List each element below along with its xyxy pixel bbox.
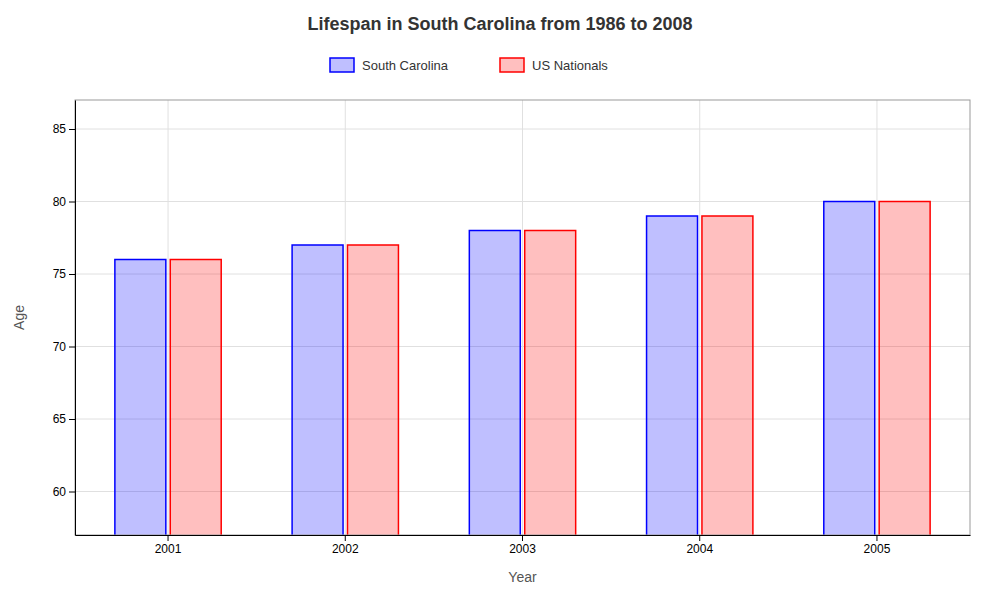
tick-mark bbox=[168, 535, 169, 541]
x-axis-title: Year bbox=[508, 569, 537, 585]
tick-mark bbox=[522, 535, 523, 541]
legend-swatch bbox=[330, 58, 354, 72]
tick: 2002 bbox=[332, 535, 359, 556]
grid-line bbox=[168, 100, 169, 535]
legend-item: South Carolina bbox=[330, 58, 449, 73]
grid-line bbox=[522, 100, 523, 535]
tick-mark bbox=[69, 347, 75, 348]
tick-label: 60 bbox=[53, 485, 67, 499]
tick-mark bbox=[69, 492, 75, 493]
bar bbox=[469, 231, 520, 536]
legend-label: US Nationals bbox=[532, 58, 608, 73]
legend: South Carolina US Nationals bbox=[330, 58, 608, 73]
tick-mark bbox=[876, 535, 877, 541]
tick-label: 2002 bbox=[332, 542, 359, 556]
bar bbox=[347, 245, 398, 535]
tick: 85 bbox=[53, 122, 75, 136]
plot: 2001 2002 2003 2004 2005 60 65 70 75 80 85 bbox=[53, 100, 971, 600]
tick: 60 bbox=[53, 485, 75, 499]
tick-mark bbox=[345, 535, 346, 541]
axis-line bbox=[75, 101, 76, 536]
tick-mark bbox=[69, 202, 75, 203]
bar bbox=[525, 231, 576, 536]
tick: 2004 bbox=[686, 535, 713, 556]
tick: 2003 bbox=[509, 535, 536, 556]
bar bbox=[879, 202, 930, 536]
tick-label: 2005 bbox=[864, 542, 891, 556]
tick: 2005 bbox=[864, 535, 891, 556]
bar bbox=[115, 260, 166, 536]
bar bbox=[647, 216, 698, 535]
tick-label: 70 bbox=[53, 340, 67, 354]
tick-label: 2003 bbox=[509, 542, 536, 556]
tick: 75 bbox=[53, 267, 75, 281]
tick-mark bbox=[69, 129, 75, 130]
chart: 2001 2002 2003 2004 2005 60 65 70 75 80 85 Lifespan… bbox=[0, 0, 1000, 600]
tick-mark bbox=[699, 535, 700, 541]
legend-item: US Nationals bbox=[500, 58, 608, 73]
bar bbox=[292, 245, 343, 535]
tick: 2001 bbox=[155, 535, 182, 556]
tick: 80 bbox=[53, 195, 75, 209]
grid-line bbox=[345, 100, 346, 535]
x-axis: 2001 2002 2003 2004 2005 bbox=[76, 535, 971, 556]
legend-swatch bbox=[500, 58, 524, 72]
tick-label: 65 bbox=[53, 412, 67, 426]
y-axis: 60 65 70 75 80 85 bbox=[53, 101, 76, 536]
tick-mark bbox=[69, 419, 75, 420]
grid-line bbox=[699, 100, 700, 535]
tick-label: 85 bbox=[53, 122, 67, 136]
tick-label: 2004 bbox=[686, 542, 713, 556]
grid-line bbox=[876, 100, 877, 535]
tick: 70 bbox=[53, 340, 75, 354]
bars bbox=[115, 202, 930, 536]
legend-label: South Carolina bbox=[362, 58, 449, 73]
bar bbox=[702, 216, 753, 535]
tick-label: 2001 bbox=[155, 542, 182, 556]
tick-mark bbox=[69, 274, 75, 275]
tick-label: 75 bbox=[53, 267, 67, 281]
tick-label: 80 bbox=[53, 195, 67, 209]
bar bbox=[824, 202, 875, 536]
title: Lifespan in South Carolina from 1986 to … bbox=[307, 14, 692, 34]
y-axis-title: Age bbox=[11, 305, 27, 330]
plot-frame bbox=[75, 100, 970, 535]
bar bbox=[170, 260, 221, 536]
tick: 65 bbox=[53, 412, 75, 426]
